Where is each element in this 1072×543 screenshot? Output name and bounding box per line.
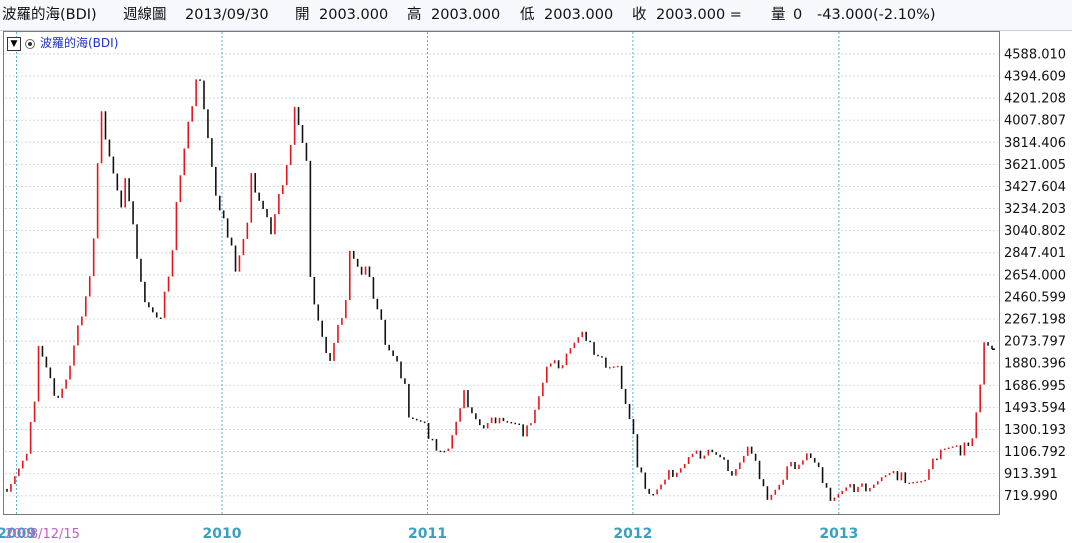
y-tick-label: 4201.208 <box>1004 92 1066 107</box>
period-label: 週線圖 <box>123 7 167 23</box>
y-tick-label: 2267.198 <box>1004 313 1066 328</box>
y-tick-label: 719.990 <box>1004 489 1058 504</box>
y-tick-label: 4007.807 <box>1004 114 1066 129</box>
high-value: 2003.000 <box>431 7 501 23</box>
y-tick-label: 3234.203 <box>1004 202 1066 217</box>
open-label: 開 <box>295 7 310 23</box>
low-value: 2003.000 <box>544 7 614 23</box>
price-axis-panel <box>1000 31 1072 515</box>
y-tick-label: 1300.193 <box>1004 423 1066 438</box>
y-tick-label: 3427.604 <box>1004 180 1066 195</box>
x-year-label: 2009 <box>0 526 36 542</box>
high-label: 高 <box>407 7 422 23</box>
y-tick-label: 2847.401 <box>1004 246 1066 261</box>
y-tick-label: 3040.802 <box>1004 224 1066 239</box>
y-tick-label: 1493.594 <box>1004 401 1066 416</box>
x-year-label: 2011 <box>408 526 447 542</box>
y-tick-label: 3621.005 <box>1004 158 1066 173</box>
y-tick-label: 913.391 <box>1004 467 1058 482</box>
y-tick-label: 4394.609 <box>1004 70 1066 85</box>
dropdown-arrow-icon[interactable]: ▼ <box>7 36 21 51</box>
y-tick-label: 1106.792 <box>1004 445 1066 460</box>
close-value: 2003.000 = <box>656 7 742 23</box>
y-tick-label: 2654.000 <box>1004 268 1066 283</box>
plot-area[interactable] <box>3 31 1000 515</box>
quote-info-bar: 波羅的海(BDI) 週線圖 2013/09/30 開 2003.000 高 20… <box>0 0 1072 31</box>
x-year-label: 2012 <box>613 526 652 542</box>
close-label: 收 <box>632 7 647 23</box>
x-year-label: 2010 <box>203 526 242 542</box>
radio-selected-icon[interactable] <box>25 38 35 49</box>
x-start-label: 2008/12/15 <box>5 527 80 542</box>
date-value: 2013/09/30 <box>185 7 269 23</box>
legend: ▼ 波羅的海(BDI) <box>7 34 118 52</box>
x-year-label: 2013 <box>819 526 858 542</box>
y-tick-label: 2460.599 <box>1004 290 1066 305</box>
volume-value: 0 <box>793 7 803 23</box>
y-tick-label: 4588.010 <box>1004 47 1066 62</box>
open-value: 2003.000 <box>319 7 389 23</box>
y-tick-label: 2073.797 <box>1004 335 1066 350</box>
y-tick-label: 1880.396 <box>1004 357 1066 372</box>
y-tick-label: 1686.995 <box>1004 379 1066 394</box>
low-label: 低 <box>520 7 535 23</box>
change-value: -43.000(-2.10%) <box>817 7 936 23</box>
legend-series-name: 波羅的海(BDI) <box>40 36 119 50</box>
y-tick-label: 3814.406 <box>1004 136 1066 151</box>
symbol-name: 波羅的海(BDI) <box>2 7 97 23</box>
volume-label: 量 <box>771 7 786 23</box>
